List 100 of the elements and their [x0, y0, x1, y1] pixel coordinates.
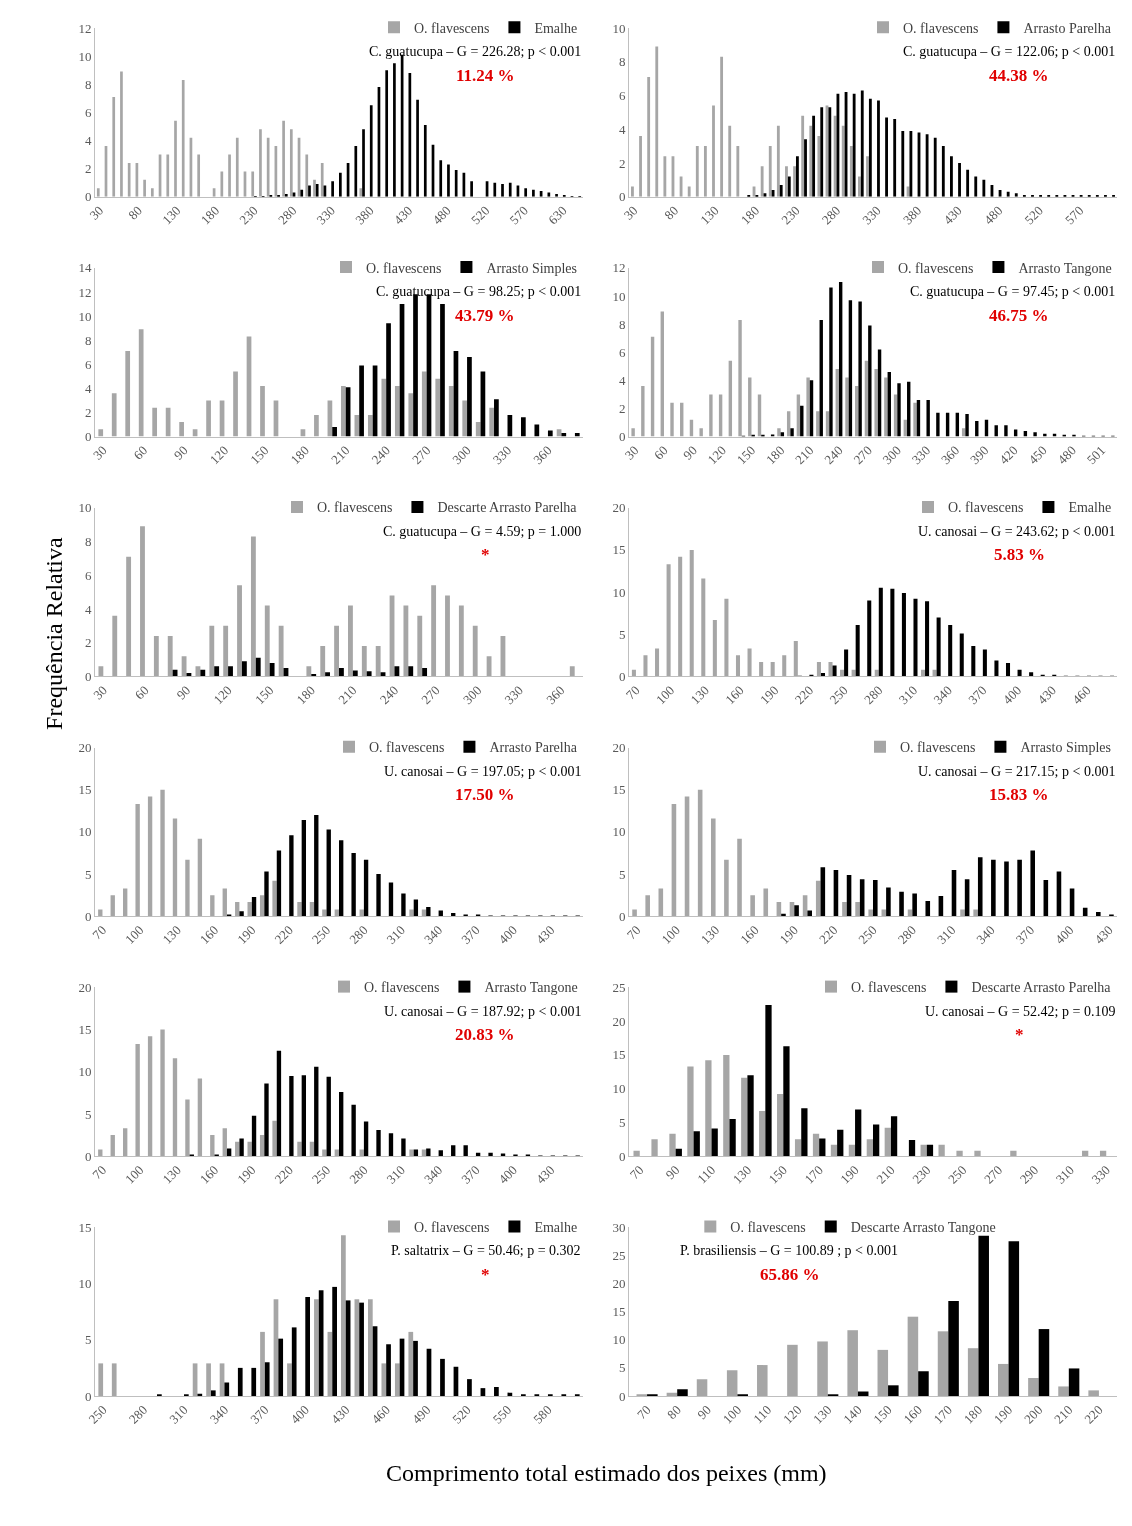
y-tick-label: 5	[618, 626, 626, 642]
y-tick-label: 10	[612, 584, 626, 600]
x-tick-label: 501	[1083, 442, 1109, 468]
x-tick-label: 240	[821, 442, 846, 468]
annotation: 15.83 %	[989, 785, 1049, 804]
y-tick-label: 4	[84, 133, 92, 149]
x-tick-label: 490	[408, 1402, 434, 1427]
y-tick-label: 10	[78, 500, 92, 516]
x-tick-label: 380	[352, 202, 377, 228]
legend-label: O. flavescens	[364, 980, 440, 996]
y-tick-label: 5	[618, 1114, 626, 1130]
x-tick-label: 190	[234, 922, 259, 947]
x-tick-label: 220	[791, 682, 817, 708]
x-tick-label: 230	[909, 1162, 934, 1187]
annotation: *	[481, 1265, 490, 1284]
legend-label: Arrasto Simples	[1020, 740, 1112, 756]
y-tick-label: 5	[84, 1106, 92, 1122]
annotation: 43.79 %	[455, 306, 515, 325]
x-tick-label: 370	[458, 1162, 483, 1187]
annotation: U. canosai – G = 217.15; p < 0.001	[918, 764, 1116, 779]
x-tick-label: 570	[506, 202, 532, 228]
y-tick-label: 15	[612, 1304, 626, 1320]
y-tick-label: 12	[612, 260, 626, 276]
annotation: U. canosai – G = 243.62; p < 0.001	[918, 524, 1116, 539]
x-tick-label: 190	[837, 1162, 862, 1187]
x-tick-label: 280	[346, 922, 371, 947]
annotation: 17.50 %	[455, 785, 515, 804]
x-tick-label: 270	[980, 1162, 1006, 1187]
annotation: *	[1015, 1025, 1024, 1044]
x-tick-label: 230	[778, 202, 803, 228]
annotation: C. guatucupa – G = 226.28; p < 0.001	[369, 44, 582, 59]
x-tick-label: 290	[1016, 1162, 1042, 1187]
x-tick-label: 630	[545, 202, 570, 228]
legend-label: Arrasto Parelha	[489, 740, 578, 756]
x-tick-label: 480	[980, 202, 1006, 228]
x-tick-label: 430	[1091, 922, 1116, 947]
x-tick-label: 280	[274, 202, 300, 228]
annotation: P. saltatrix – G = 50.46; p = 0.302	[391, 1243, 581, 1258]
x-tick-label: 60	[130, 442, 151, 463]
x-tick-label: 130	[687, 682, 713, 708]
annotation: U. canosai – G = 187.92; p < 0.001	[384, 1004, 582, 1019]
x-tick-label: 160	[900, 1402, 925, 1427]
x-tick-label: 70	[626, 1162, 647, 1183]
x-tick-label: 150	[870, 1402, 895, 1427]
x-tick-label: 210	[1051, 1402, 1076, 1427]
x-tick-label: 220	[815, 922, 841, 947]
x-tick-label: 360	[937, 442, 963, 468]
x-tick-label: 130	[810, 1402, 835, 1427]
x-tick-label: 130	[729, 1162, 755, 1187]
y-tick-label: 20	[612, 500, 626, 516]
x-tick-label: 310	[1052, 1162, 1078, 1187]
y-tick-label: 0	[618, 1388, 626, 1404]
y-tick-label: 8	[618, 54, 626, 70]
x-tick-label: 270	[418, 682, 443, 708]
y-tick-label: 6	[84, 567, 92, 583]
legend-label: O. flavescens	[900, 740, 976, 756]
x-tick-label: 330	[489, 442, 515, 468]
y-tick-label: 10	[612, 1332, 626, 1348]
x-tick-label: 180	[293, 682, 318, 708]
legend-label: Descarte Arrasto Parelha	[971, 980, 1112, 996]
y-tick-label: 10	[78, 1276, 92, 1292]
x-tick-label: 480	[1054, 442, 1079, 468]
y-tick-label: 0	[84, 1388, 92, 1404]
x-tick-label: 340	[420, 922, 446, 947]
annotation: 46.75 %	[989, 306, 1049, 325]
x-tick-label: 280	[125, 1402, 151, 1427]
y-tick-label: 0	[84, 668, 92, 684]
y-tick-label: 5	[84, 1332, 92, 1348]
x-tick-label: 460	[368, 1402, 393, 1427]
y-tick-label: 15	[612, 782, 626, 798]
x-tick-label: 310	[166, 1402, 191, 1427]
annotation: C. guatucupa – G = 98.25; p < 0.001	[376, 284, 582, 299]
x-tick-label: 210	[328, 442, 353, 468]
x-tick-label: 400	[287, 1402, 313, 1427]
x-tick-label: 250	[855, 922, 880, 947]
x-tick-label: 90	[694, 1402, 715, 1423]
y-tick-label: 15	[78, 782, 92, 798]
annotation: 44.38 %	[989, 66, 1049, 85]
legend-label: O. flavescens	[369, 740, 445, 756]
y-tick-label: 20	[78, 740, 92, 756]
annotation: *	[481, 545, 490, 564]
y-tick-label: 2	[84, 405, 92, 421]
y-tick-label: 10	[78, 1064, 92, 1080]
x-tick-label: 190	[234, 1162, 259, 1187]
x-tick-label: 180	[197, 202, 223, 228]
x-tick-label: 180	[737, 202, 763, 228]
x-tick-label: 60	[650, 442, 671, 463]
x-tick-label: 240	[376, 682, 402, 708]
legend-label: Arrasto Tangone	[1018, 260, 1112, 276]
x-tick-label: 160	[196, 922, 222, 947]
x-tick-label: 370	[458, 922, 483, 947]
x-tick-label: 100	[652, 682, 678, 708]
x-tick-label: 100	[122, 1162, 147, 1187]
x-tick-label: 270	[850, 442, 875, 468]
legend-label: Descarte Arrasto Parelha	[437, 500, 578, 516]
x-tick-label: 520	[468, 202, 493, 228]
x-tick-label: 90	[662, 1162, 683, 1183]
y-tick-label: 20	[612, 740, 626, 756]
x-tick-label: 400	[999, 682, 1025, 708]
x-tick-label: 370	[1012, 922, 1038, 947]
